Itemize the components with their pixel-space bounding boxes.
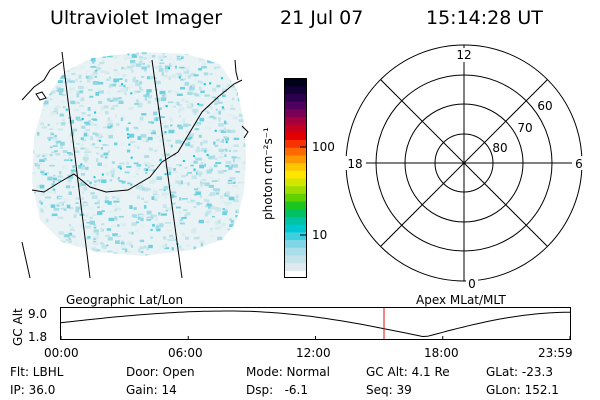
colorbar-segment bbox=[284, 78, 307, 87]
color-scale-bar bbox=[284, 78, 307, 279]
colorbar-segment bbox=[284, 93, 307, 102]
colorbar-tick-10: 10 bbox=[312, 228, 328, 242]
coastline bbox=[241, 125, 249, 139]
coastline bbox=[21, 61, 63, 101]
colorbar-segment bbox=[284, 178, 307, 187]
colorbar-segment bbox=[284, 247, 307, 256]
colorbar-segment bbox=[284, 101, 307, 110]
timeline-axis-label: GC Alt bbox=[11, 308, 25, 346]
colorbar-segment bbox=[284, 131, 307, 141]
colorbar-segment bbox=[284, 185, 307, 194]
instrument-title: Ultraviolet Imager bbox=[50, 7, 223, 29]
orbit-altitude-curve bbox=[60, 310, 570, 338]
info-ip: IP: 36.0 bbox=[10, 383, 56, 397]
colorbar-segment bbox=[284, 147, 307, 156]
colorbar-segment bbox=[284, 254, 307, 264]
info-gain: Gain: 14 bbox=[126, 383, 177, 397]
colorbar-tick-100: 100 bbox=[312, 140, 335, 154]
lat-label-80: 80 bbox=[492, 141, 507, 155]
timeline-xtick-1200: 12:00 bbox=[296, 346, 331, 360]
colorbar-segment bbox=[284, 85, 307, 94]
info-door: Door: Open bbox=[126, 365, 195, 379]
lat-label-70: 70 bbox=[517, 121, 532, 135]
colorbar-segment bbox=[284, 231, 307, 241]
mlt-label-12: 12 bbox=[456, 48, 471, 62]
meridian-line bbox=[151, 59, 183, 279]
colorbar-segment bbox=[284, 216, 307, 225]
timeline-ytick-min: 1.8 bbox=[28, 330, 48, 344]
colorbar-segment bbox=[284, 170, 307, 179]
colorbar-segment bbox=[284, 201, 307, 210]
colorbar-segment bbox=[284, 139, 307, 148]
mlt-label-0: 0 bbox=[468, 277, 476, 291]
colorbar-segment bbox=[284, 208, 307, 217]
info-mode: Mode: Normal bbox=[246, 365, 330, 379]
mlt-label-6: 6 bbox=[575, 157, 583, 171]
colorbar-segment bbox=[284, 116, 307, 125]
timeline-xtick-0600: 06:00 bbox=[168, 346, 203, 360]
colorbar-segment bbox=[284, 124, 307, 133]
coastline bbox=[234, 59, 239, 81]
image-date: 21 Jul 07 bbox=[280, 7, 364, 29]
colorbar-segment bbox=[284, 262, 307, 271]
colorbar-segment bbox=[284, 193, 307, 202]
colorbar-segment bbox=[284, 239, 307, 248]
info-glat: GLat: -23.3 bbox=[486, 365, 553, 379]
orbit-altitude-timeline bbox=[60, 307, 571, 340]
colorbar-segment bbox=[284, 162, 307, 171]
meridian-line bbox=[21, 241, 31, 279]
mlt-label-18: 18 bbox=[347, 157, 362, 171]
info-gc-alt: GC Alt: 4.1 Re bbox=[366, 365, 450, 379]
timeline-xtick-2359: 23:59 bbox=[538, 346, 573, 360]
info-seq: Seq: 39 bbox=[366, 383, 412, 397]
timeline-xtick-0000: 00:00 bbox=[44, 346, 79, 360]
info-dsp: Dsp: -6.1 bbox=[246, 383, 309, 397]
geographic-image-panel bbox=[21, 51, 249, 279]
timeline-ytick-max: 9.0 bbox=[28, 307, 48, 321]
timeline-xtick-1800: 18:00 bbox=[424, 346, 459, 360]
timeline-left-title: Geographic Lat/Lon bbox=[66, 293, 184, 307]
coastline bbox=[35, 91, 47, 101]
image-time: 15:14:28 UT bbox=[426, 7, 543, 29]
info-glon: GLon: 152.1 bbox=[486, 383, 559, 397]
polar-mlat-mlt-plot: 12 6 0 18 60 70 80 bbox=[344, 44, 586, 291]
timeline-right-title: Apex MLat/MLT bbox=[416, 293, 506, 307]
colorbar-segment bbox=[284, 270, 307, 279]
meridian-line bbox=[61, 51, 91, 279]
info-filter: Flt: LBHL bbox=[10, 365, 64, 379]
colorbar-unit-label: photon cm⁻²s⁻¹ bbox=[261, 127, 275, 220]
colorbar-segment bbox=[284, 108, 307, 117]
lat-label-60: 60 bbox=[537, 99, 552, 113]
colorbar-segment bbox=[284, 224, 307, 233]
colorbar-segment bbox=[284, 154, 307, 164]
coastline bbox=[31, 79, 243, 193]
